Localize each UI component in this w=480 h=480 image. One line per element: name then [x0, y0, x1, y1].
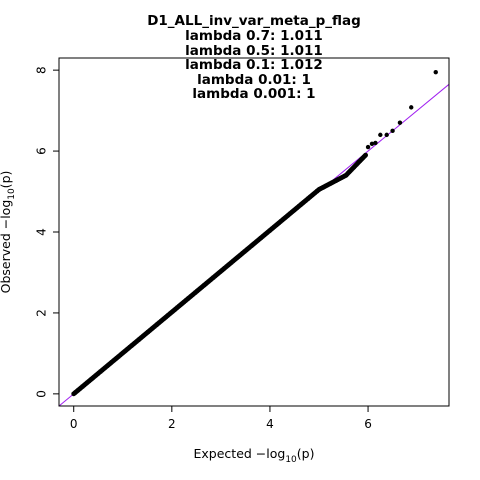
plot-area	[59, 69, 449, 406]
tail-point	[409, 105, 414, 110]
data-point	[363, 152, 368, 158]
y-axis-label-subscript: 10	[7, 188, 17, 200]
tail-point	[397, 120, 403, 125]
y-tick-label: 8	[35, 66, 49, 74]
y-tick-label: 2	[35, 309, 49, 317]
y-tick-label: 0	[35, 390, 49, 398]
tail-point	[369, 141, 375, 146]
chart-title-group: D1_ALL_inv_var_meta_p_flag lambda 0.7: 1…	[147, 13, 361, 102]
x-tick-label: 4	[266, 417, 274, 431]
y-tick-label: 6	[35, 147, 49, 155]
y-axis: 0 2 4 6 8	[35, 66, 59, 398]
y-axis-label-prefix: Observed −log	[0, 200, 13, 294]
y-tick-label: 4	[35, 228, 49, 236]
x-tick-label: 0	[70, 417, 78, 431]
x-axis-label-prefix: Expected −log	[194, 446, 286, 461]
x-tick-label: 2	[168, 417, 176, 431]
tail-point	[378, 132, 383, 138]
x-axis-label-suffix: (p)	[297, 446, 315, 461]
x-axis: 0 2 4 6	[70, 406, 372, 431]
tail-point	[373, 140, 378, 146]
x-axis-label-subscript: 10	[285, 455, 297, 465]
tail-point	[390, 128, 395, 134]
y-axis-label: Observed −log10(p)	[0, 171, 17, 294]
tail-point	[384, 132, 389, 138]
lambda-line-2: lambda 0.1: 1.012	[185, 57, 323, 73]
tail-point	[433, 69, 438, 75]
lambda-line-0: lambda 0.7: 1.011	[185, 28, 323, 44]
lambda-line-4: lambda 0.001: 1	[192, 86, 315, 102]
x-tick-label: 6	[364, 417, 372, 431]
plot-frame	[58, 57, 450, 407]
lambda-line-1: lambda 0.5: 1.011	[185, 43, 323, 59]
y-axis-label-suffix: (p)	[0, 171, 13, 189]
x-axis-label: Expected −log10(p)	[194, 446, 315, 465]
lambda-line-3: lambda 0.01: 1	[197, 72, 311, 88]
chart-title: D1_ALL_inv_var_meta_p_flag	[147, 13, 361, 29]
tail-point	[365, 144, 371, 150]
